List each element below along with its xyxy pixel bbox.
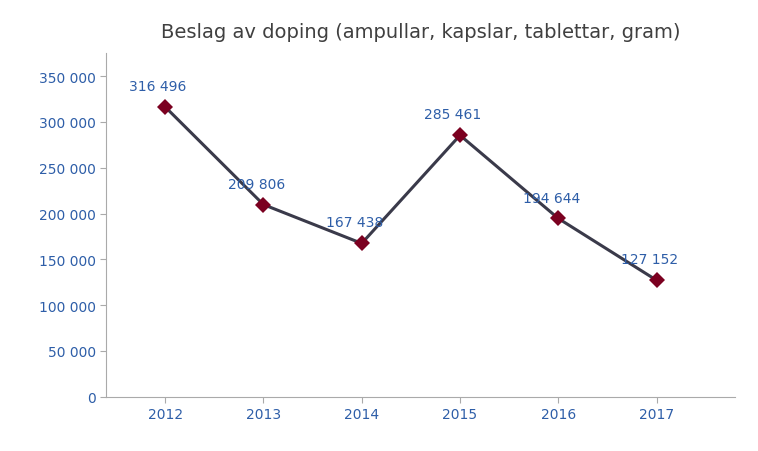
Text: 167 438: 167 438 [326, 216, 384, 230]
Text: 285 461: 285 461 [424, 108, 481, 122]
Text: 194 644: 194 644 [523, 191, 580, 205]
Title: Beslag av doping (ampullar, kapslar, tablettar, gram): Beslag av doping (ampullar, kapslar, tab… [161, 23, 681, 41]
Text: 316 496: 316 496 [130, 80, 186, 94]
Text: 209 806: 209 806 [228, 177, 285, 191]
Text: 127 152: 127 152 [621, 253, 678, 267]
